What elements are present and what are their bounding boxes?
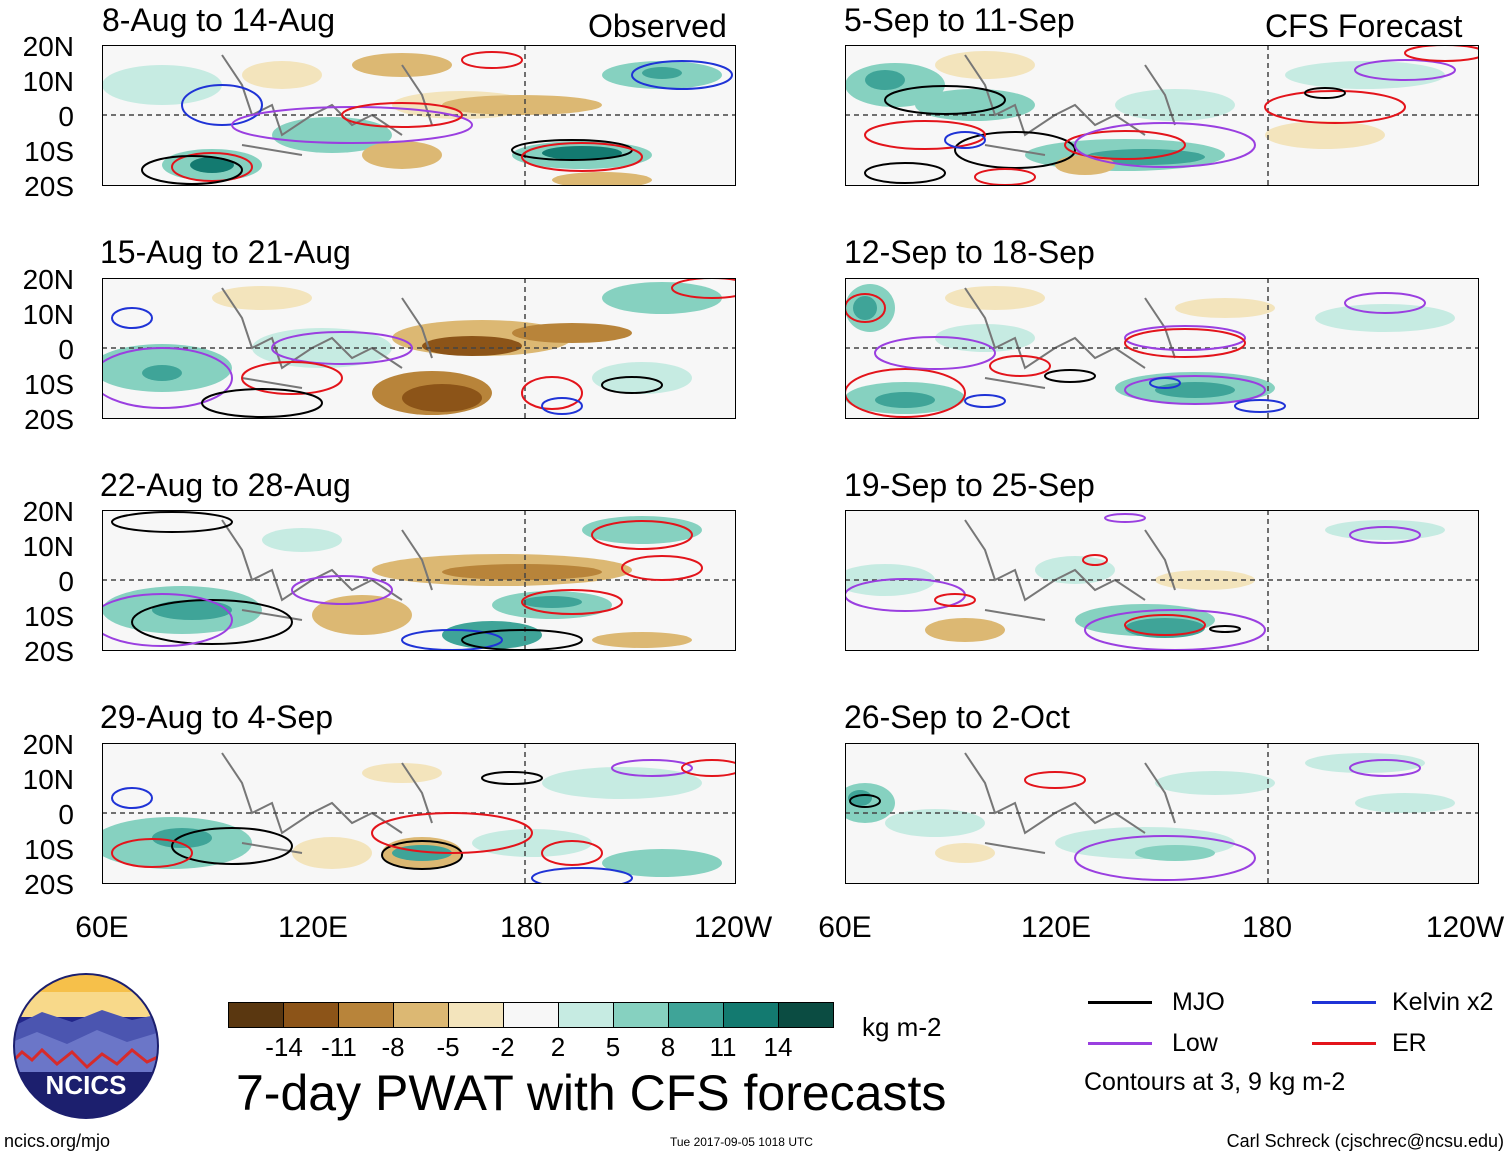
colorbar-segment: [229, 1003, 283, 1027]
colorbar-label: -14: [265, 1032, 303, 1062]
panel-title-1: 8-Aug to 14-Aug: [102, 2, 336, 38]
colorbar-label: 11: [709, 1032, 737, 1062]
colorbar-segment: [668, 1003, 723, 1027]
lat-label: 20S: [24, 171, 74, 202]
lat-label: 20S: [24, 404, 74, 435]
ncics-logo: NCICS: [13, 973, 159, 1119]
map-panel-forecast-4: [845, 743, 1479, 884]
lon-label: 60E: [75, 911, 129, 944]
legend-low-line: [1088, 1042, 1152, 1045]
map-panel-forecast-2: [845, 278, 1479, 419]
panel-title-4: 29-Aug to 4-Sep: [100, 699, 334, 735]
map-panel-observed-1: [102, 45, 736, 186]
lat-label: 0: [58, 799, 74, 830]
lon-label: 180: [499, 911, 551, 944]
lon-label: 120E: [1020, 911, 1092, 944]
colorbar-units: kg m-2: [862, 1012, 942, 1042]
colorbar-segment: [613, 1003, 668, 1027]
lat-label: 10S: [24, 601, 74, 632]
colorbar-segment: [558, 1003, 613, 1027]
observed-label: Observed: [588, 8, 727, 44]
lat-label: 0: [58, 101, 74, 132]
map-panel-observed-3: [102, 510, 736, 651]
lat-label: 10S: [24, 136, 74, 167]
legend-note: Contours at 3, 9 kg m-2: [1084, 1068, 1346, 1096]
legend-kelvin-line: [1312, 1001, 1376, 1004]
lon-label: 120W: [693, 911, 773, 944]
lon-label: 180: [1241, 911, 1293, 944]
lon-label: 120W: [1425, 911, 1505, 944]
lat-label: 10N: [22, 66, 74, 97]
colorbar-segment: [338, 1003, 393, 1027]
footer-author: Carl Schreck (cjschrec@ncsu.edu): [1226, 1131, 1504, 1151]
panel-title-2: 15-Aug to 21-Aug: [100, 234, 351, 270]
panel-title-5: 5-Sep to 11-Sep: [844, 2, 1075, 38]
colorbar-label: 14: [763, 1032, 793, 1062]
colorbar-segment: [723, 1003, 778, 1027]
legend-low-label: Low: [1172, 1029, 1218, 1057]
map-panel-observed-4: [102, 743, 736, 884]
colorbar-segment: [448, 1003, 503, 1027]
panel-title-8: 26-Sep to 2-Oct: [844, 699, 1070, 735]
lat-label: 20N: [22, 31, 74, 62]
main-title: 7-day PWAT with CFS forecasts: [236, 1065, 947, 1121]
colorbar-label: 5: [605, 1032, 621, 1062]
footer-url[interactable]: ncics.org/mjo: [4, 1131, 111, 1151]
map-panel-forecast-3: [845, 510, 1479, 651]
lat-label: 0: [58, 334, 74, 365]
colorbar-label: 2: [550, 1032, 566, 1062]
lat-label: 20S: [24, 869, 74, 900]
colorbar-label: -5: [436, 1032, 460, 1062]
lat-label: 10S: [24, 834, 74, 865]
legend-mjo-label: MJO: [1172, 988, 1225, 1016]
colorbar-segment: [778, 1003, 833, 1027]
map-panel-forecast-1: [845, 45, 1479, 186]
lat-label: 0: [58, 566, 74, 597]
lon-label: 60E: [818, 911, 872, 944]
panel-title-6: 12-Sep to 18-Sep: [844, 234, 1095, 270]
footer-timestamp: Tue 2017-09-05 1018 UTC: [670, 1135, 813, 1149]
lat-label: 10N: [22, 299, 74, 330]
lat-label: 20N: [22, 264, 74, 295]
lat-label: 20N: [22, 496, 74, 527]
lat-label: 10N: [22, 764, 74, 795]
colorbar-label: -11: [321, 1032, 357, 1062]
lat-label: 10N: [22, 531, 74, 562]
colorbar-label: -8: [381, 1032, 405, 1062]
colorbar-segment: [393, 1003, 448, 1027]
map-panel-observed-2: [102, 278, 736, 419]
legend-kelvin-label: Kelvin x2: [1392, 988, 1494, 1016]
colorbar-segment: [283, 1003, 338, 1027]
colorbar-segment: [503, 1003, 558, 1027]
lat-label: 20S: [24, 636, 74, 667]
panel-title-7: 19-Sep to 25-Sep: [844, 467, 1095, 503]
cfs-forecast-label: CFS Forecast: [1265, 8, 1463, 44]
colorbar-label: -2: [491, 1032, 515, 1062]
colorbar: [228, 1002, 834, 1028]
legend-er-line: [1312, 1042, 1376, 1045]
legend-er-label: ER: [1392, 1029, 1427, 1057]
legend-mjo-line: [1088, 1001, 1152, 1004]
panel-title-3: 22-Aug to 28-Aug: [100, 467, 351, 503]
ncics-logo-text: NCICS: [46, 1070, 127, 1100]
lat-label: 20N: [22, 729, 74, 760]
lat-label: 10S: [24, 369, 74, 400]
lon-label: 120E: [277, 911, 349, 944]
colorbar-label: 8: [660, 1032, 676, 1062]
